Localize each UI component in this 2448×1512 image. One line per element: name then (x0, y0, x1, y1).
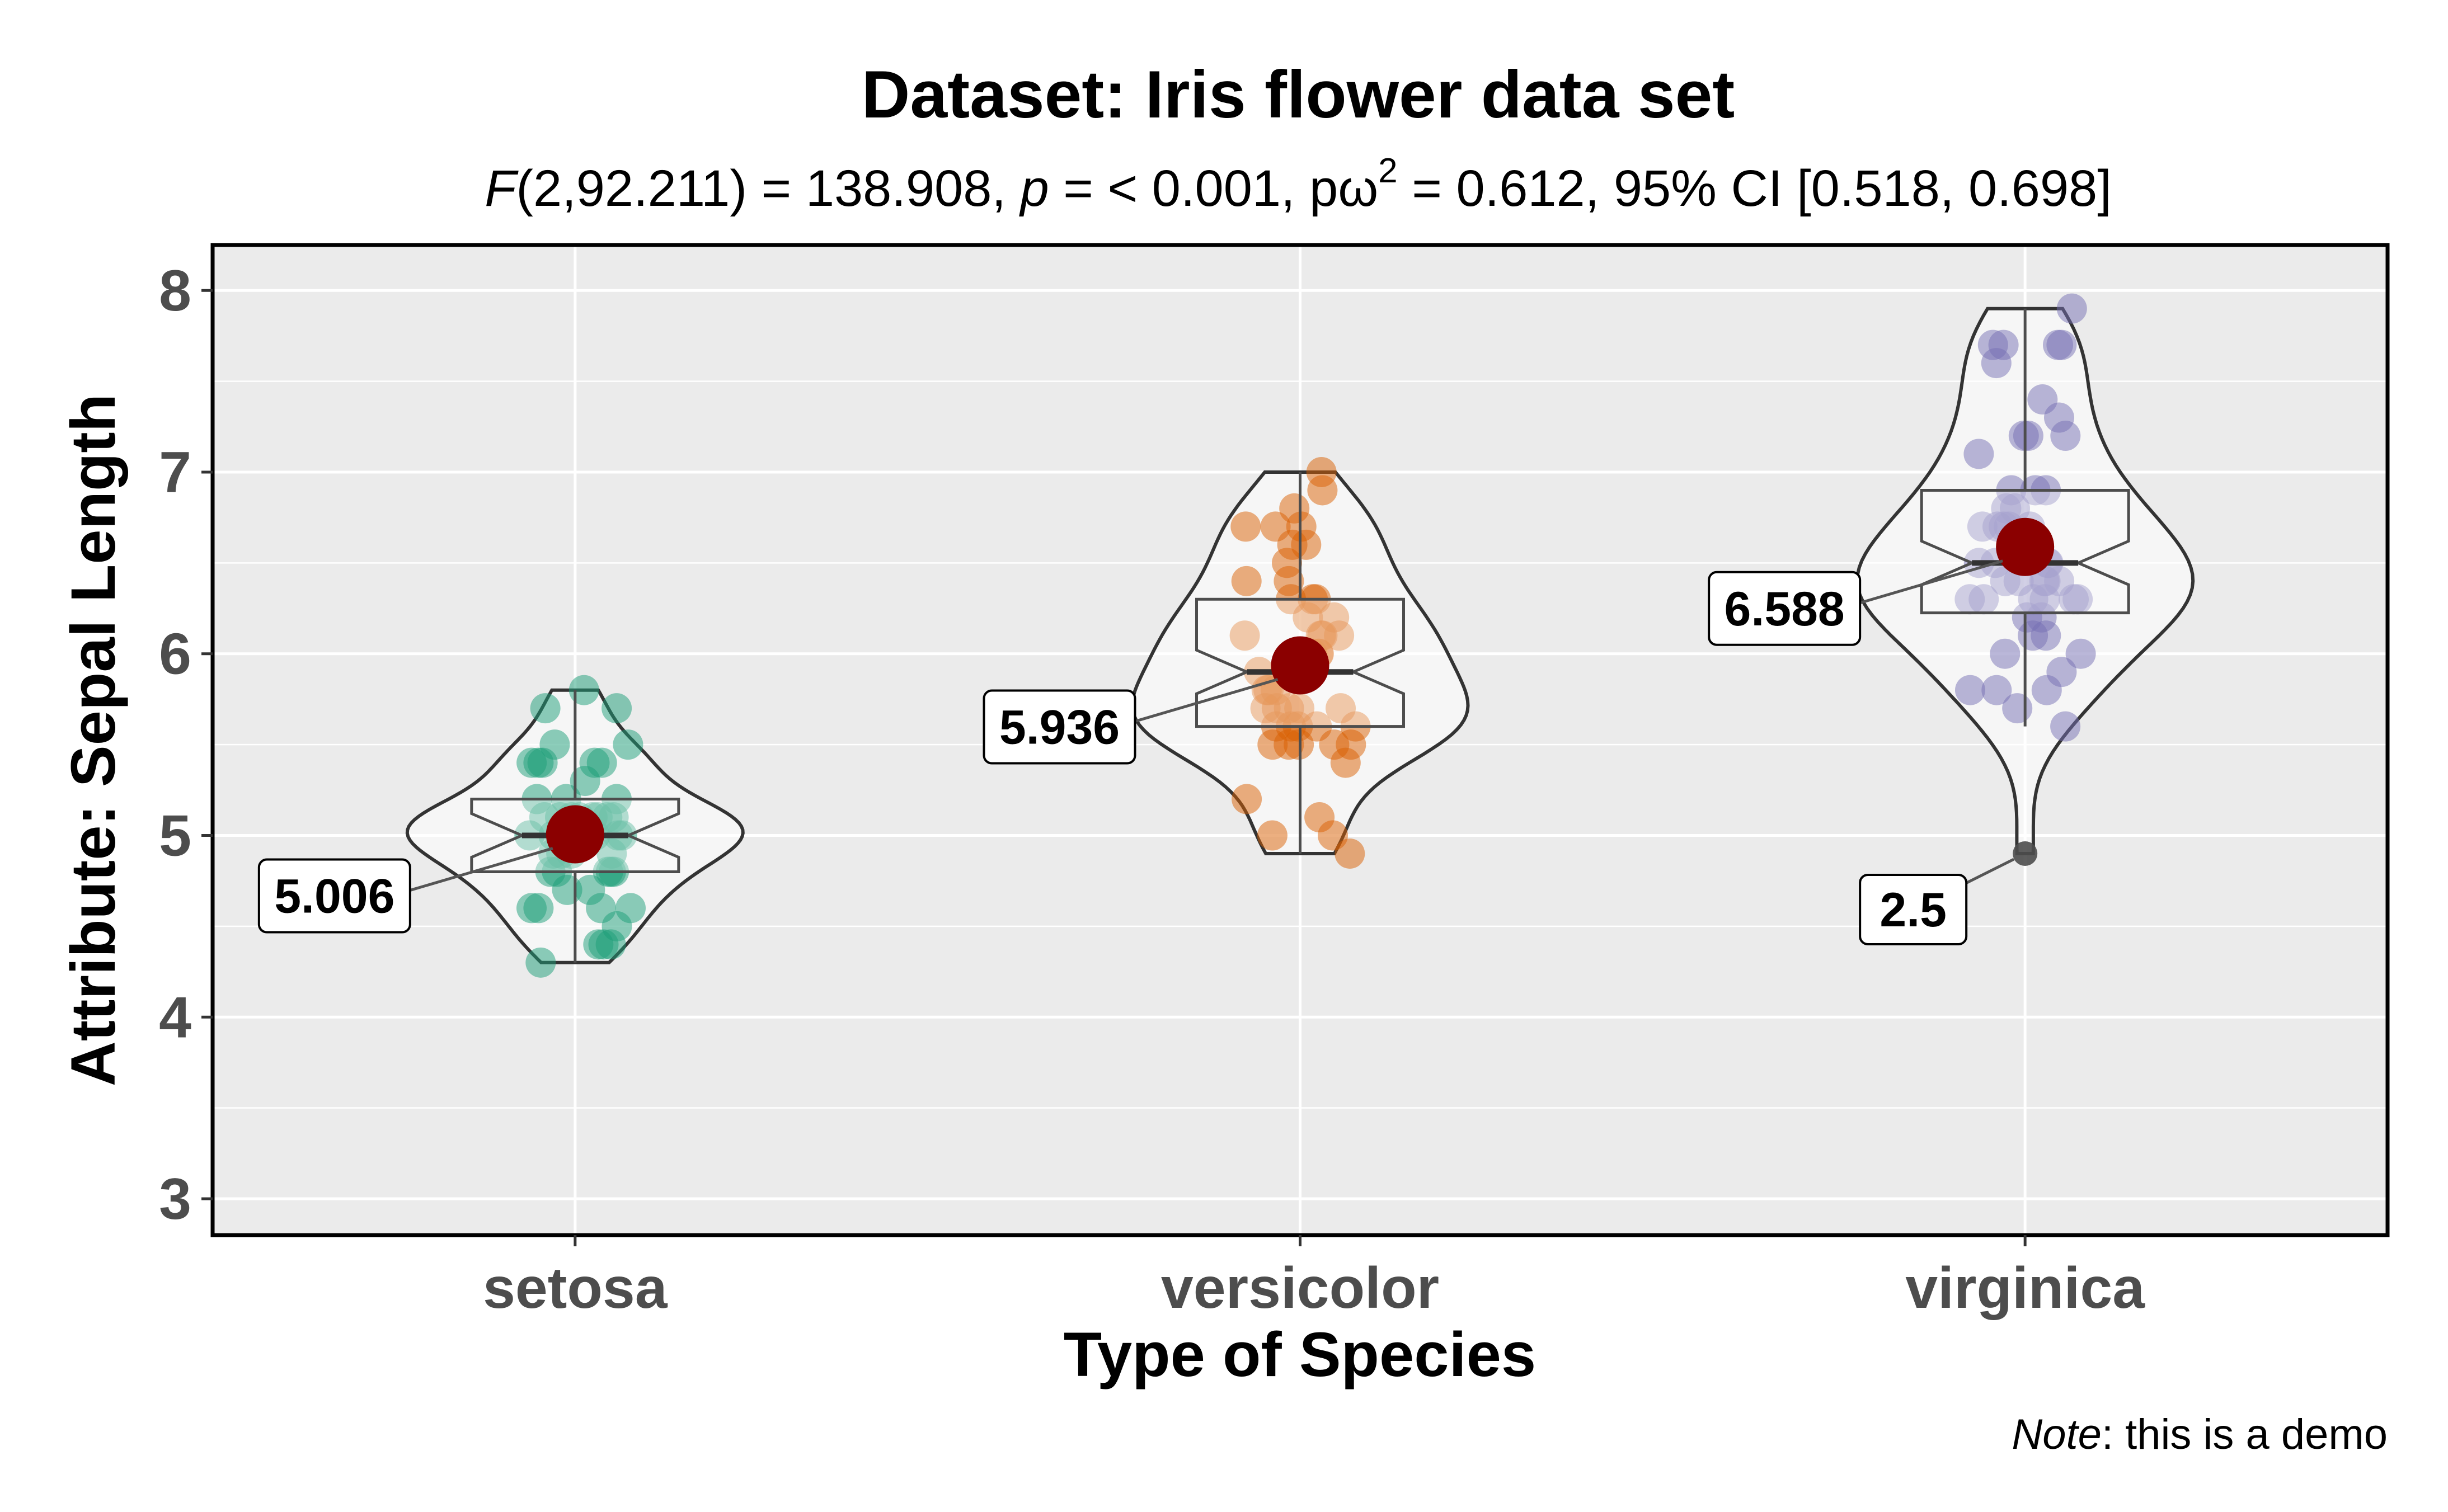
point-setosa-33 (539, 729, 570, 760)
x-tick-label-versicolor: versicolor (1161, 1256, 1439, 1321)
point-virginica-31 (2056, 293, 2087, 324)
point-virginica-14 (1955, 675, 1985, 705)
mean-labels: 5.006 5.936 6.588 2.5 (257, 559, 2015, 945)
point-virginica-42 (1981, 675, 2012, 705)
y-tick-label-3: 3 (159, 1167, 191, 1232)
subtitle-f-rest: (2,92.211) = 138.908, (516, 160, 1020, 217)
point-versicolor-36 (1230, 511, 1261, 542)
caption-italic: Note (2012, 1411, 2102, 1458)
y-tick-label-6: 6 (159, 622, 191, 687)
y-axis: 3 4 5 6 7 8 (159, 258, 213, 1232)
chart-caption: Note: this is a demo (2012, 1411, 2388, 1458)
subtitle-p-letter: p (1019, 160, 1049, 217)
point-setosa-36 (613, 729, 643, 760)
x-tick-label-virginica: virginica (1905, 1256, 2145, 1321)
point-virginica-48 (2012, 602, 2042, 633)
mean-label-setosa: 5.006 (274, 870, 394, 924)
x-axis: setosa versicolor virginica (483, 1235, 2145, 1321)
y-tick-label-7: 7 (159, 440, 191, 505)
subtitle-superscript: 2 (1378, 152, 1397, 190)
point-versicolor-47 (1293, 602, 1323, 633)
point-setosa-18 (602, 693, 632, 724)
point-virginica-49 (2046, 657, 2077, 687)
y-tick-label-5: 5 (159, 804, 191, 869)
point-versicolor-48 (1304, 802, 1335, 833)
point-setosa-47 (516, 893, 547, 924)
point-virginica-43 (1991, 493, 2022, 524)
x-tick-label-setosa: setosa (483, 1256, 668, 1321)
point-virginica-46 (2062, 584, 2093, 615)
subtitle-f-letter: F (485, 160, 519, 217)
point-versicolor-9 (1232, 784, 1262, 814)
mean-label-box-setosa (257, 858, 411, 934)
point-virginica-35 (1977, 329, 2008, 360)
point-setosa-29 (552, 874, 582, 905)
mean-setosa (546, 805, 604, 864)
mean-virginica (1996, 517, 2055, 576)
mean-versicolor (1271, 636, 1329, 695)
mean-label-virginica: 6.588 (1725, 582, 1845, 636)
outlier-label-virginica: 2.5 (1880, 883, 1947, 937)
outlier-virginica (2013, 841, 2038, 866)
point-setosa-48 (570, 766, 600, 797)
mean-label-versicolor: 5.936 (999, 701, 1120, 755)
x-axis-title: Type of Species (1064, 1320, 1536, 1389)
point-virginica-21 (2050, 711, 2081, 742)
caption-rest: : this is a demo (2102, 1411, 2388, 1458)
outlier-label-box-virginica (1859, 873, 1968, 945)
chart-title: Dataset: Iris flower data set (862, 57, 1735, 132)
point-setosa-13 (525, 947, 556, 978)
mean-label-leader-versicolor (1134, 678, 1279, 723)
point-virginica-30 (2027, 384, 2058, 415)
point-setosa-42 (595, 929, 626, 960)
mean-label-leader-virginica (1859, 559, 2003, 605)
mean-markers (546, 517, 2055, 864)
subtitle-tail: = 0.612, 95% CI [0.518, 0.698] (1398, 160, 2112, 217)
point-setosa-15 (530, 693, 561, 724)
point-versicolor-10 (1257, 820, 1288, 851)
point-versicolor-13 (1229, 620, 1260, 651)
point-virginica-38 (1990, 638, 2021, 669)
point-virginica-18 (2043, 329, 2073, 360)
point-versicolor-39 (1274, 729, 1304, 760)
chart-subtitle: F(2,92.211) = 138.908, p = < 0.001, pω2 … (485, 152, 2112, 217)
point-setosa-14 (568, 675, 599, 705)
mean-label-box-virginica (1708, 571, 1862, 646)
point-versicolor-45 (1284, 693, 1315, 724)
point-virginica-2 (1963, 439, 1994, 469)
subtitle-p-rest: = < 0.001, pω (1049, 160, 1378, 217)
point-virginica-33 (1968, 584, 1999, 615)
point-versicolor-2 (1307, 475, 1338, 506)
point-versicolor-46 (1250, 693, 1281, 724)
y-axis-title: Attribute: Sepal Length (58, 394, 128, 1086)
point-virginica-19 (2065, 638, 2096, 669)
point-versicolor-15 (1260, 511, 1291, 542)
point-virginica-9 (2050, 421, 2081, 451)
y-tick-label-8: 8 (159, 258, 191, 323)
mean-label-box-versicolor (983, 689, 1136, 765)
point-versicolor-49 (1326, 693, 1356, 724)
point-versicolor-24 (1231, 566, 1262, 596)
point-virginica-44 (1967, 511, 1998, 542)
point-versicolor-40 (1319, 729, 1350, 760)
mean-label-leader-setosa (410, 847, 553, 892)
y-tick-label-4: 4 (159, 985, 191, 1050)
